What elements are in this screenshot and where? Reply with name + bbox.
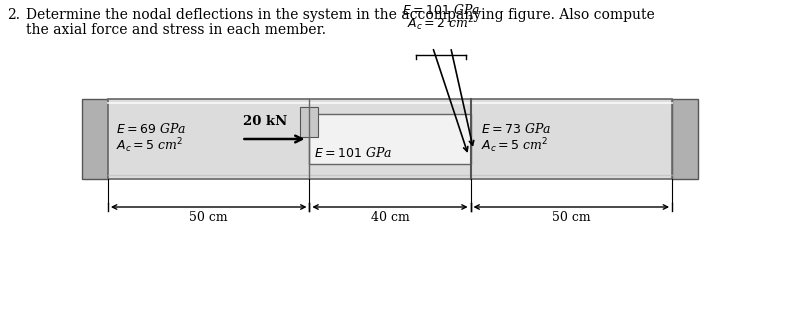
Text: 2.: 2. (7, 8, 20, 22)
Text: $E = 69$ GPa: $E = 69$ GPa (116, 122, 186, 136)
Text: Determine the nodal deflections in the system in the accompanying figure. Also c: Determine the nodal deflections in the s… (26, 8, 655, 22)
Bar (108, 99, 672, 179)
Bar (82, 99, 108, 179)
Text: $E = 101$ GPa: $E = 101$ GPa (315, 146, 392, 160)
Bar (672, 99, 698, 179)
Text: 50 cm: 50 cm (189, 211, 228, 224)
Bar (309, 114, 470, 164)
Text: $A_c = 5$ cm$^2$: $A_c = 5$ cm$^2$ (480, 137, 548, 155)
Text: 20 kN: 20 kN (243, 115, 287, 128)
Text: $E = 101$ GPa: $E = 101$ GPa (401, 3, 480, 17)
Text: the axial force and stress in each member.: the axial force and stress in each membe… (26, 23, 326, 37)
Text: $A_c = 5$ cm$^2$: $A_c = 5$ cm$^2$ (116, 137, 183, 155)
Text: $E = 73$ GPa: $E = 73$ GPa (480, 122, 551, 136)
Text: $A_c = 2$ cm$^2$: $A_c = 2$ cm$^2$ (407, 14, 474, 33)
Bar (301, 107, 319, 137)
Text: 40 cm: 40 cm (371, 211, 409, 224)
Text: 50 cm: 50 cm (552, 211, 590, 224)
